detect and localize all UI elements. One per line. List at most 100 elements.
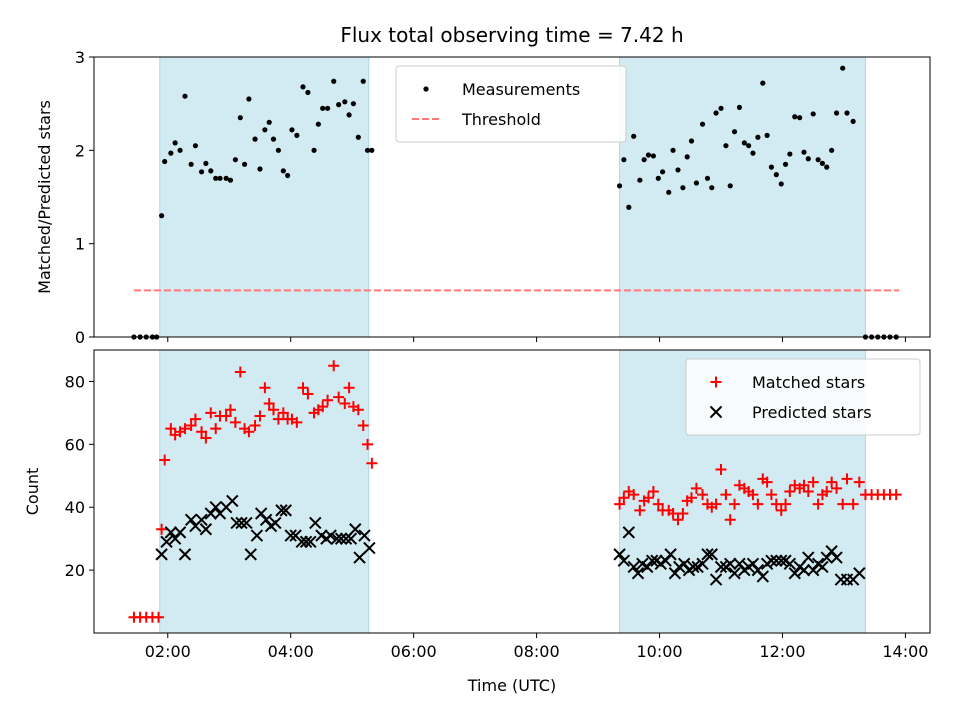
data-point	[279, 504, 292, 517]
legend: Matched stars Predicted stars	[685, 358, 921, 436]
data-point	[275, 504, 288, 517]
data-point	[693, 180, 700, 186]
data-point	[696, 557, 709, 571]
data-point	[294, 132, 300, 138]
data-point	[812, 498, 824, 510]
data-point	[701, 548, 714, 561]
data-point	[156, 523, 168, 535]
data-point	[257, 166, 263, 172]
data-point	[685, 492, 697, 504]
data-point	[784, 486, 796, 497]
data-point	[280, 168, 286, 174]
data-point	[847, 498, 859, 510]
data-point	[189, 413, 201, 425]
data-point	[203, 160, 209, 166]
legend-marker	[710, 376, 722, 388]
data-point	[645, 152, 652, 158]
data-point	[322, 394, 334, 406]
bottom-panel: 20 40 60 80 02:00 04:00 06:00 08:00 10:00 12:00 14…	[23, 349, 931, 695]
data-point	[764, 132, 770, 138]
data-point	[672, 514, 684, 526]
data-point	[246, 96, 252, 102]
data-point	[311, 147, 317, 153]
data-point	[263, 397, 275, 409]
x-tick-label: 10:00	[636, 642, 682, 661]
data-point	[755, 134, 761, 140]
data-point	[613, 548, 626, 561]
data-point	[259, 382, 271, 394]
data-point	[720, 489, 732, 501]
data-point	[746, 143, 752, 149]
y-tick-label: 40	[65, 498, 85, 517]
data-point	[267, 404, 279, 416]
data-point	[302, 388, 314, 400]
data-point	[819, 160, 826, 166]
data-point	[631, 133, 637, 139]
data-point	[344, 532, 358, 545]
data-point	[300, 84, 306, 90]
y-tick-label: 0	[75, 328, 85, 347]
data-point	[304, 535, 317, 549]
data-point	[198, 169, 205, 175]
data-point	[299, 535, 313, 549]
x-tick-label: 04:00	[268, 642, 314, 661]
data-point	[775, 554, 788, 567]
data-point	[760, 80, 766, 86]
data-point	[840, 65, 846, 71]
data-point	[172, 140, 178, 146]
data-point	[802, 551, 815, 564]
data-point	[349, 523, 362, 536]
data-point	[761, 476, 773, 488]
data-point	[736, 104, 743, 110]
data-point	[213, 175, 219, 181]
data-point	[787, 151, 793, 157]
data-point	[249, 419, 261, 431]
data-point	[628, 489, 640, 501]
data-point	[360, 78, 366, 84]
x-tick-label: 12:00	[759, 642, 805, 661]
data-point	[750, 150, 756, 156]
y-tick-label: 2	[75, 141, 85, 160]
y-tick-label: 20	[65, 561, 85, 580]
observing-window	[619, 56, 866, 338]
data-point	[853, 567, 866, 580]
data-point	[217, 175, 223, 181]
data-point	[829, 147, 835, 153]
legend-marker	[709, 405, 723, 419]
data-point	[165, 423, 177, 435]
data-point	[254, 410, 266, 422]
data-point	[353, 551, 366, 564]
data-point	[718, 105, 724, 111]
data-point	[798, 479, 810, 491]
top-panel: 0 1 2 3 Matched/Predicted stars Measurements T…	[35, 48, 931, 347]
data-point	[336, 102, 342, 108]
data-point	[324, 529, 337, 542]
data-point	[178, 548, 192, 561]
data-point	[773, 172, 779, 178]
data-point	[358, 529, 371, 542]
data-point	[153, 611, 165, 623]
data-point	[617, 554, 631, 567]
data-point	[713, 110, 719, 116]
data-point	[634, 504, 646, 516]
data-point	[285, 172, 291, 179]
data-point	[618, 492, 630, 504]
axes-frame	[93, 56, 931, 338]
legend-label: Measurements	[462, 80, 580, 99]
data-point	[765, 554, 778, 567]
data-point	[816, 560, 829, 574]
data-point	[250, 529, 264, 542]
data-point	[631, 567, 645, 580]
data-point	[724, 557, 737, 571]
data-point	[756, 570, 770, 583]
data-point	[363, 541, 376, 555]
legend-box	[395, 65, 627, 143]
data-point	[230, 516, 243, 530]
data-point	[642, 492, 654, 504]
data-point	[626, 204, 632, 210]
data-point	[697, 489, 709, 501]
data-point	[684, 154, 690, 160]
data-point	[315, 121, 321, 127]
x-tick-label: 06:00	[391, 642, 437, 661]
data-point	[826, 476, 838, 488]
